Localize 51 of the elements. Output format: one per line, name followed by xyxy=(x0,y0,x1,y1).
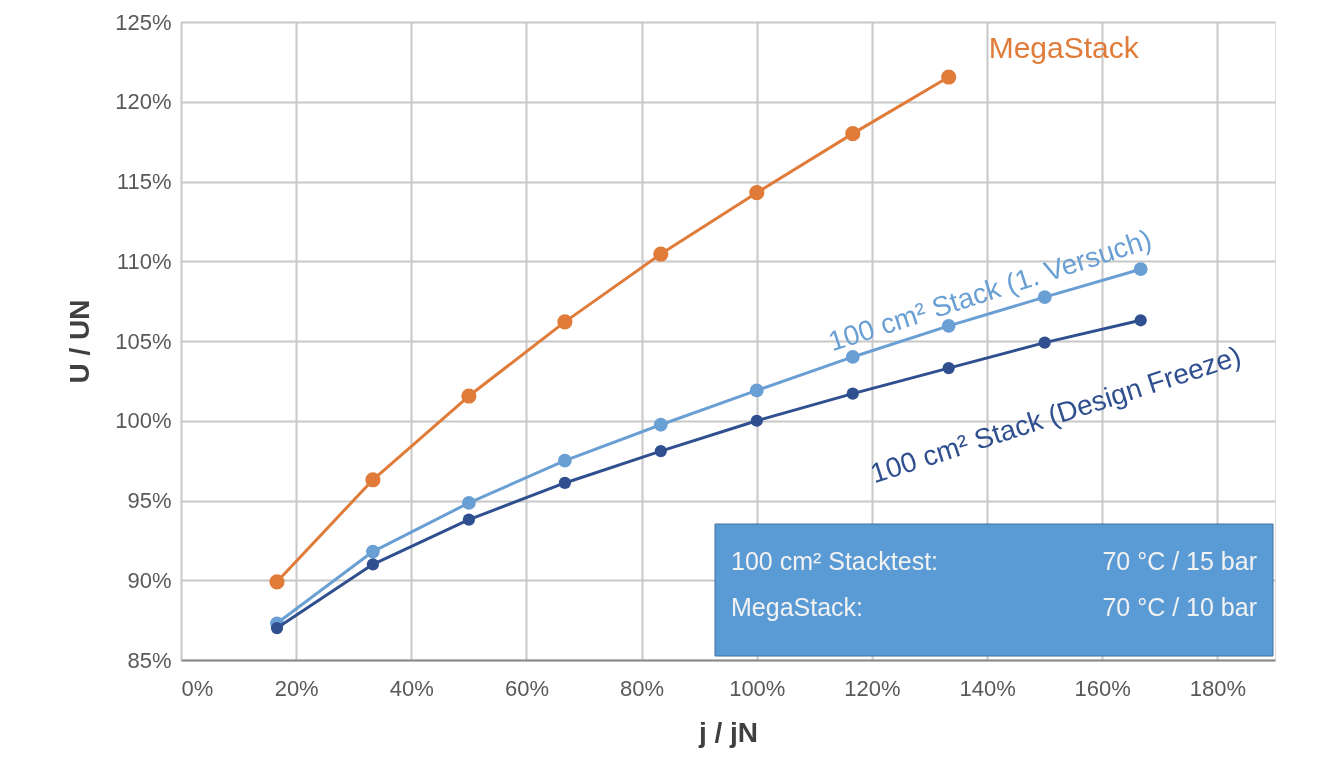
point xyxy=(749,185,765,201)
x-tick-label: 160% xyxy=(1074,675,1131,701)
point xyxy=(654,444,667,458)
x-tick-label: 40% xyxy=(389,675,434,701)
point xyxy=(653,246,669,262)
point xyxy=(366,544,380,559)
x-tick-label: 120% xyxy=(844,675,901,701)
x-tick-label: 180% xyxy=(1189,675,1247,701)
point xyxy=(461,388,477,404)
y-tick-label: 120% xyxy=(115,89,172,115)
x-tick-label: 0% xyxy=(181,675,214,701)
point xyxy=(941,69,957,85)
point xyxy=(941,318,956,333)
y-tick-label: 85% xyxy=(127,647,172,673)
x-tick-label: 20% xyxy=(274,675,319,701)
y-tick-label: 95% xyxy=(127,488,172,513)
point xyxy=(270,621,284,635)
point xyxy=(845,126,861,142)
text: 100 cm² Stacktest: 70 °C / 15 bar xyxy=(731,547,1257,575)
point xyxy=(462,496,476,510)
point xyxy=(557,453,572,468)
point xyxy=(366,558,380,571)
text: MegaStack: 70 °C / 10 bar xyxy=(731,593,1257,621)
point xyxy=(558,476,571,490)
y-tick-label: 105% xyxy=(115,328,172,354)
series-label: MegaStack xyxy=(988,31,1140,65)
y-tick-label: 100% xyxy=(115,408,172,434)
point xyxy=(462,513,476,526)
point xyxy=(1037,290,1052,305)
text: 100 cm² Stack (Design Freeze) xyxy=(866,340,1245,490)
y-axis-title: U / UN xyxy=(64,299,96,384)
x-tick-label: 140% xyxy=(959,675,1016,701)
y-tick-label: 110% xyxy=(116,248,172,274)
x-tick-label: 80% xyxy=(620,675,665,701)
point xyxy=(1134,314,1147,327)
x-tick-label: 60% xyxy=(504,675,549,701)
point xyxy=(365,472,381,488)
point xyxy=(653,417,668,432)
y-tick-label: 125% xyxy=(115,9,172,35)
point xyxy=(269,574,285,590)
point xyxy=(557,314,573,330)
x-axis-title: j / jN xyxy=(697,716,759,748)
point xyxy=(845,350,860,364)
y-tick-label: 90% xyxy=(127,567,172,593)
point xyxy=(846,387,859,400)
point xyxy=(1038,336,1051,349)
point xyxy=(749,383,764,398)
y-tick-label: 115% xyxy=(116,169,172,194)
point xyxy=(942,362,955,375)
x-tick-label: 100% xyxy=(729,675,786,701)
point xyxy=(750,414,763,427)
